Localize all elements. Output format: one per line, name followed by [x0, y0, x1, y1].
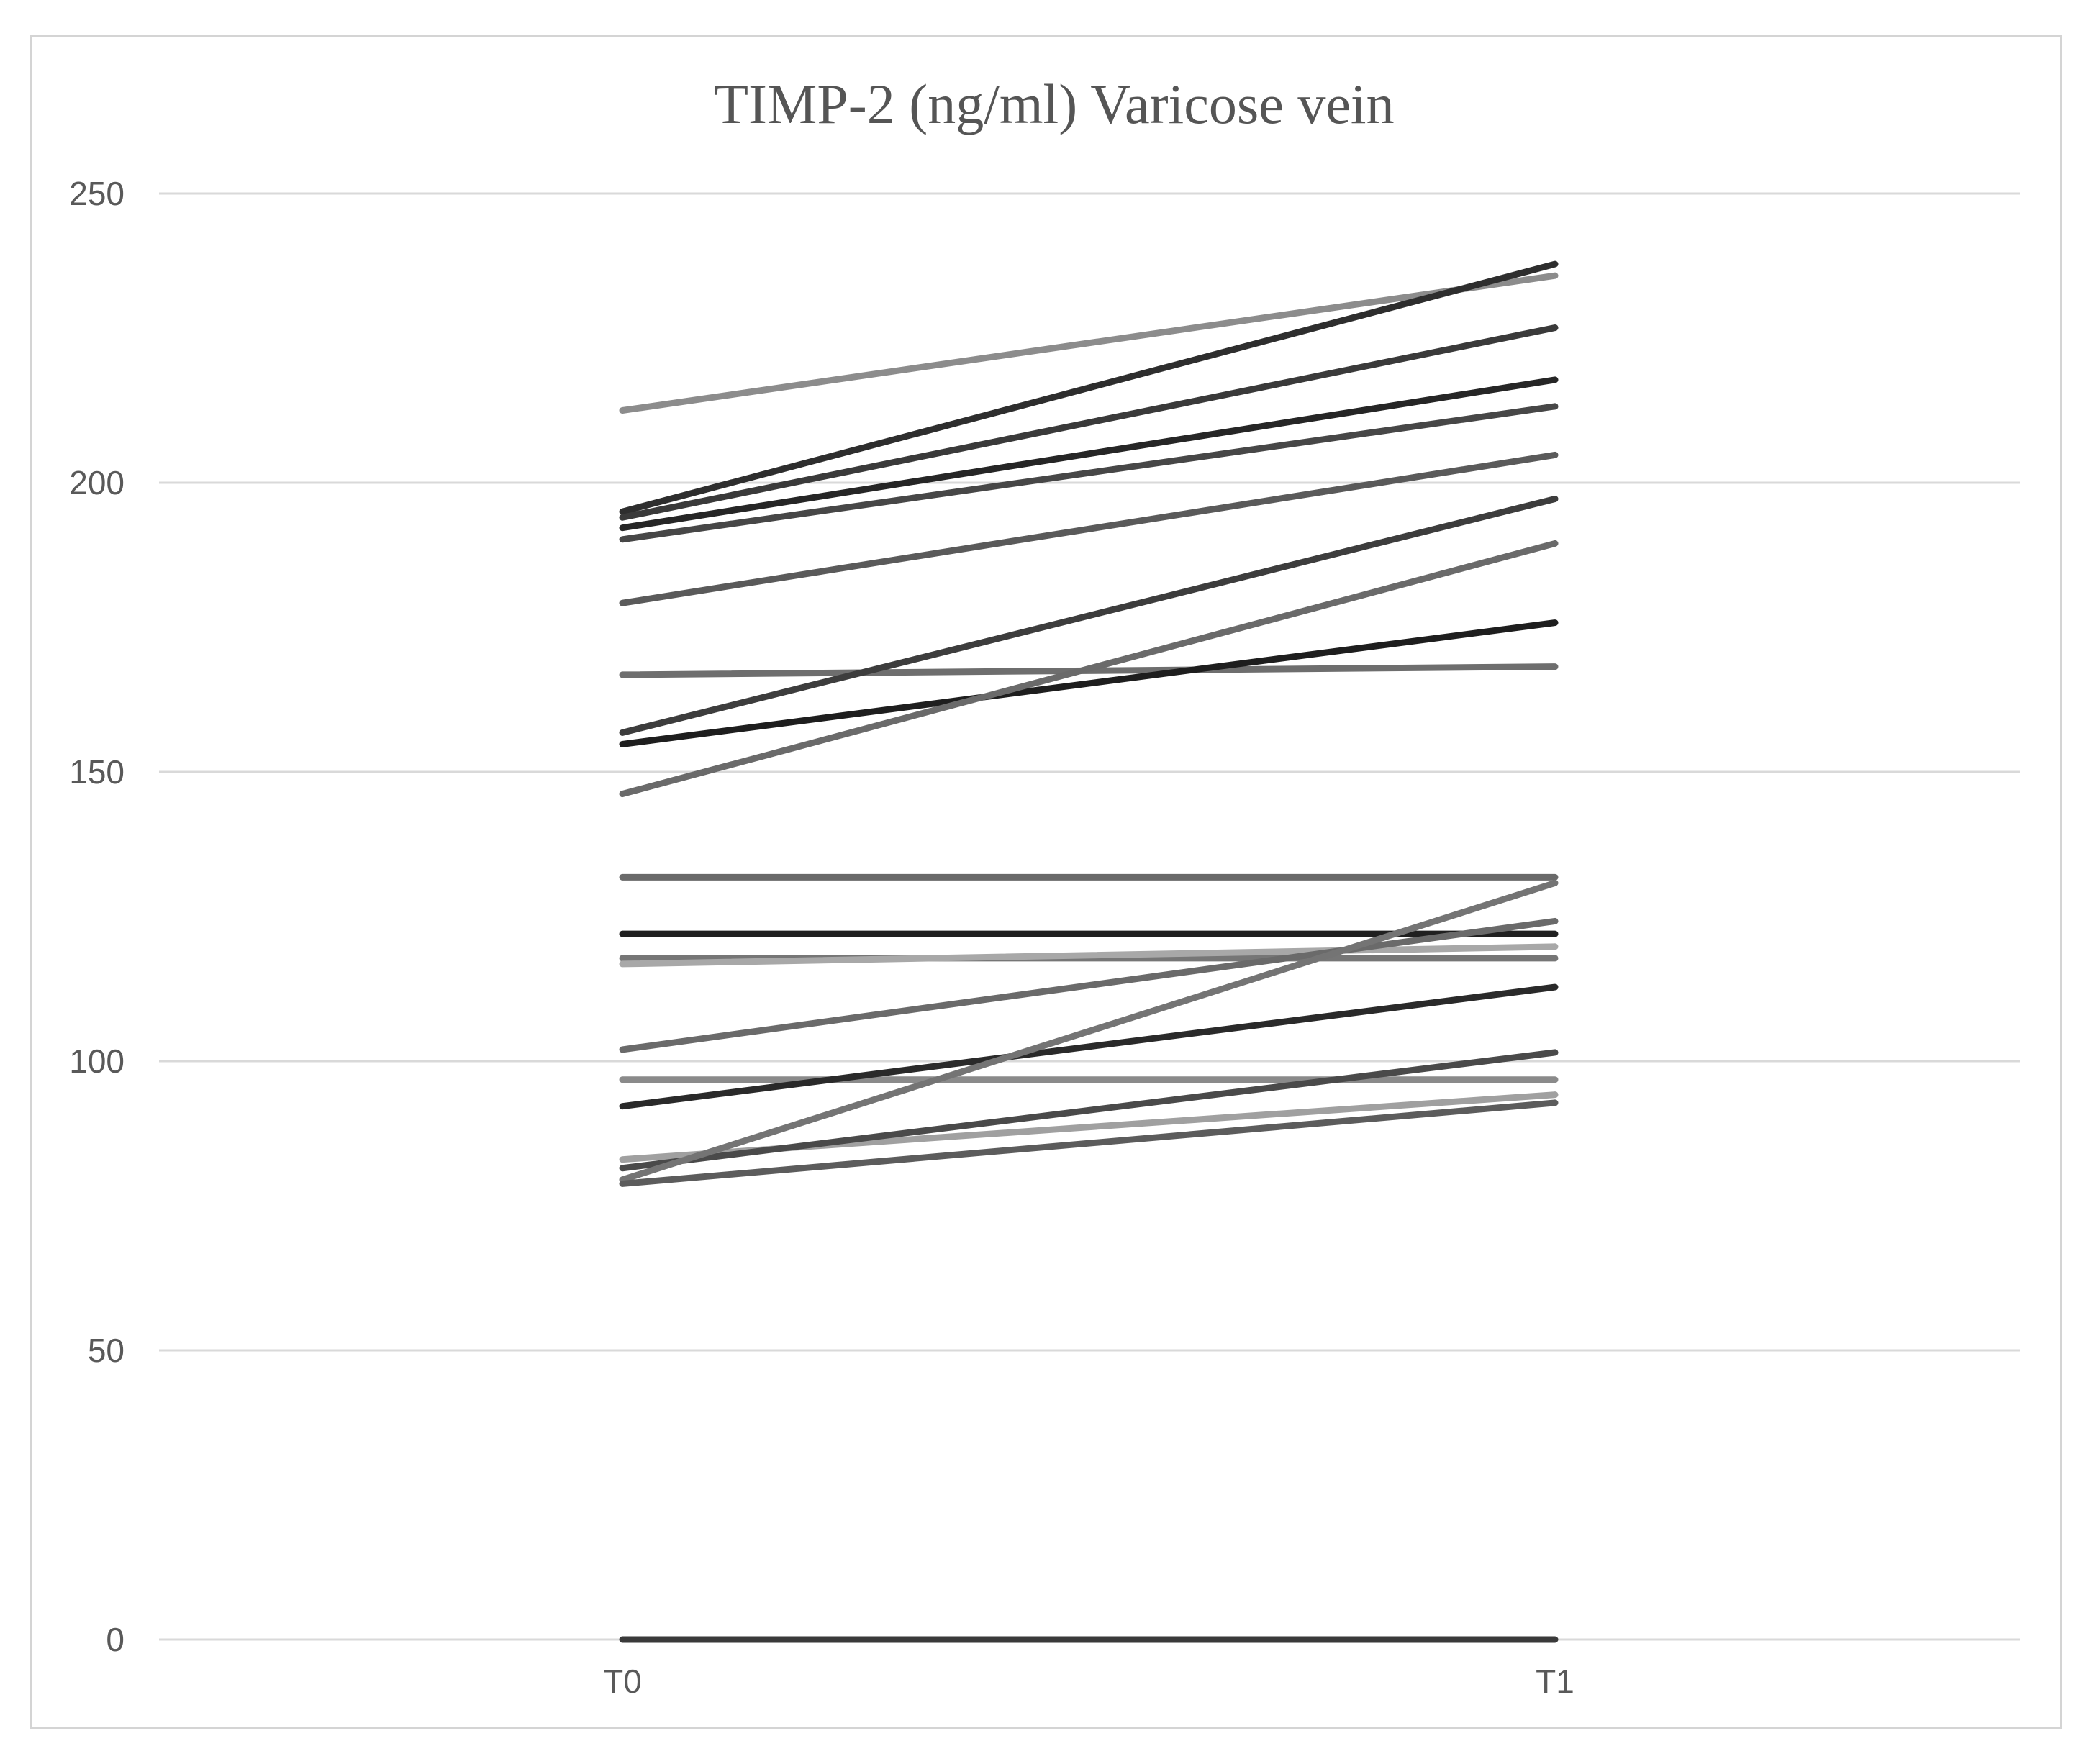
line-chart: TIMP-2 (ng/ml) Varicose vein 0 50 100 150 20… — [69, 73, 2020, 1700]
y-tick-label: 0 — [106, 1621, 124, 1658]
series-line-21 — [619, 1099, 1559, 1187]
chart-title: TIMP-2 (ng/ml) Varicose vein — [714, 73, 1394, 135]
y-tick-label: 200 — [69, 464, 124, 501]
x-axis-tick-labels: T0 T1 — [603, 1663, 1574, 1700]
series-line-15 — [619, 917, 1559, 1053]
series-line-9 — [619, 619, 1559, 747]
y-tick-label: 50 — [88, 1332, 124, 1369]
series-line-1 — [619, 272, 1559, 414]
series-line-4 — [619, 376, 1559, 532]
chart-frame: TIMP-2 (ng/ml) Varicose vein 0 50 100 150 20… — [30, 35, 2062, 1729]
x-tick-label: T0 — [603, 1663, 642, 1700]
series-line-8 — [619, 496, 1559, 736]
series-line-6 — [619, 451, 1559, 606]
series-line-5 — [619, 403, 1559, 543]
series-line-20 — [619, 879, 1559, 1183]
y-axis-tick-labels: 0 50 100 150 200 250 — [69, 175, 124, 1658]
gridlines — [159, 192, 2020, 1641]
series-line-14 — [619, 943, 1559, 968]
x-tick-label: T1 — [1536, 1663, 1574, 1700]
series-line-2 — [619, 260, 1559, 515]
series-line-3 — [619, 324, 1559, 521]
series-line-10 — [619, 540, 1559, 798]
series-lines — [619, 260, 1559, 1643]
y-tick-label: 150 — [69, 753, 124, 791]
series-line-17 — [619, 983, 1559, 1110]
series-line-19 — [619, 1049, 1559, 1172]
y-tick-label: 250 — [69, 175, 124, 212]
y-tick-label: 100 — [69, 1042, 124, 1080]
